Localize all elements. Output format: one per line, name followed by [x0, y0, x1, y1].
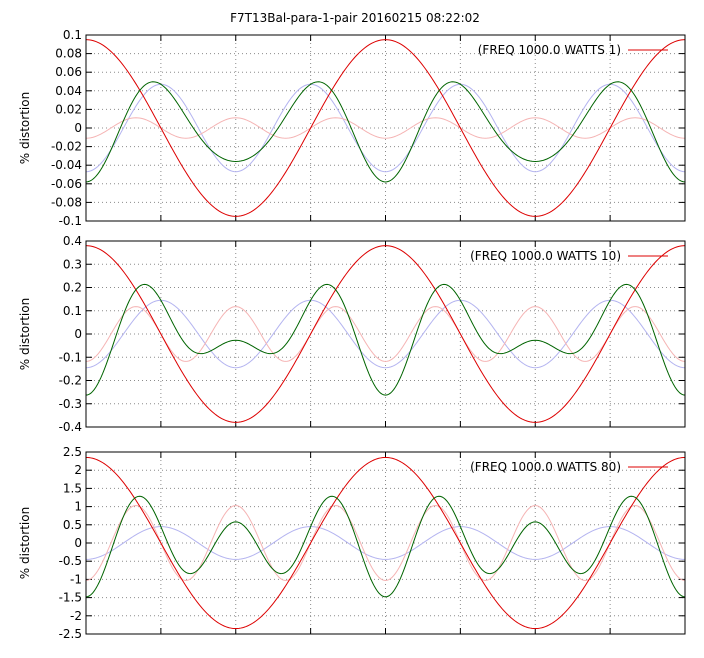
- y-tick-label: 1.5: [63, 481, 82, 495]
- y-tick-label: -0.02: [51, 140, 82, 154]
- y-tick-label: 0.5: [63, 518, 82, 532]
- legend-label: (FREQ 1000.0 WATTS 1): [478, 43, 621, 57]
- series-line-sum: [85, 495, 686, 598]
- plot-frame: [85, 451, 686, 635]
- y-tick-label: 0: [74, 536, 82, 550]
- y-tick-label: -1: [70, 572, 82, 586]
- y-tick-label: -0.04: [51, 158, 82, 172]
- y-tick-label: 0.06: [55, 65, 82, 79]
- y-tick-label: -1.5: [59, 591, 82, 605]
- y-tick-label: -0.5: [59, 554, 82, 568]
- y-tick-label: -2.5: [59, 627, 82, 641]
- y-tick-label: -0.2: [59, 374, 82, 388]
- plot-frame: [85, 240, 686, 428]
- series-line-second-harmonic: [85, 83, 686, 173]
- y-tick-label: 0.2: [63, 281, 82, 295]
- y-tick-label: -0.08: [51, 195, 82, 209]
- panel-watts-10: 0.4 0.3 0.2 0.1 0 -0.1 -0.2 -0.3 -0.4 % distortio…: [18, 234, 686, 434]
- y-tick-label: 0.1: [63, 304, 82, 318]
- series-line-third-harmonic: [85, 306, 686, 362]
- y-axis-label: % distortion: [18, 298, 32, 370]
- series-line-fundamental: [85, 245, 686, 423]
- y-tick-label: 0.3: [63, 257, 82, 271]
- y-tick-label: -0.4: [59, 420, 82, 434]
- plot-frame: [85, 34, 686, 222]
- series-line-second-harmonic: [85, 526, 686, 560]
- y-tick-label: 0.08: [55, 47, 82, 61]
- legend-label: (FREQ 1000.0 WATTS 10): [470, 249, 621, 263]
- y-tick-label: 0.04: [55, 84, 82, 98]
- y-tick-label: 1: [74, 500, 82, 514]
- series-line-sum: [85, 283, 686, 396]
- y-axis-label: % distortion: [18, 92, 32, 164]
- y-tick-label: 2: [74, 463, 82, 477]
- y-tick-label: 2.5: [63, 445, 82, 459]
- y-tick-label: 0: [74, 121, 82, 135]
- panel-watts-80: 2.5 2 1.5 1 0.5 0 -0.5 -1 -1.5 -2 -2.5 % distortion…: [18, 445, 686, 641]
- series-line-sum: [85, 81, 686, 183]
- y-tick-label: -0.1: [59, 214, 82, 228]
- y-tick-label: 0.4: [63, 234, 82, 248]
- y-tick-label: 0: [74, 327, 82, 341]
- y-tick-label: -0.3: [59, 397, 82, 411]
- series-line-second-harmonic: [85, 299, 686, 369]
- y-tick-label: -0.06: [51, 177, 82, 191]
- chart-title: F7T13Bal-para-1-pair 20160215 08:22:02: [230, 11, 480, 25]
- legend-label: (FREQ 1000.0 WATTS 80): [470, 460, 621, 474]
- panel-watts-1: 0.1 0.08 0.06 0.04 0.02 0 -0.02 -0.04 -0.06 -0.08…: [18, 28, 686, 228]
- y-tick-label: -2: [70, 609, 82, 623]
- series-line-fundamental: [85, 39, 686, 217]
- series-line-fundamental: [85, 456, 686, 630]
- y-axis-label: % distortion: [18, 507, 32, 579]
- series-line-third-harmonic: [85, 117, 686, 139]
- y-tick-label: 0.1: [63, 28, 82, 42]
- series-line-third-harmonic: [85, 505, 686, 581]
- y-tick-label: -0.1: [59, 350, 82, 364]
- y-tick-label: 0.02: [55, 102, 82, 116]
